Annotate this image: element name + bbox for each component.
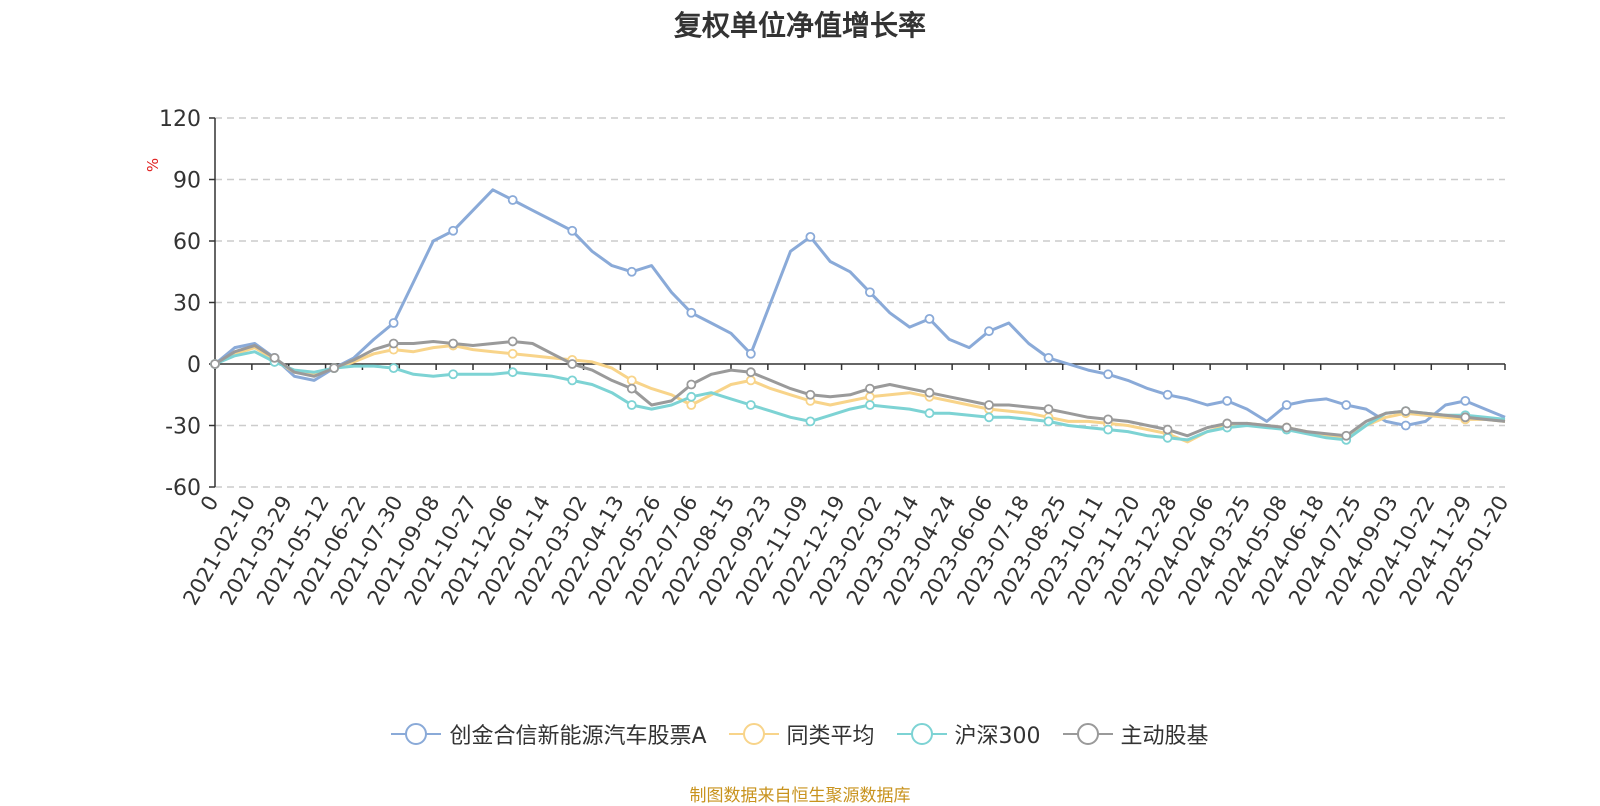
data-point bbox=[865, 400, 875, 410]
data-point bbox=[210, 359, 220, 369]
data-point bbox=[507, 348, 518, 359]
data-point bbox=[865, 383, 875, 394]
data-point bbox=[567, 225, 578, 236]
data-point bbox=[1103, 424, 1113, 435]
data-point bbox=[1162, 389, 1173, 400]
data-point bbox=[686, 307, 697, 318]
source-note: 制图数据来自恒生聚源数据库 bbox=[689, 786, 911, 806]
data-point bbox=[1281, 400, 1292, 410]
legend-marker-icon bbox=[728, 721, 779, 747]
data-point bbox=[1460, 412, 1471, 423]
data-point bbox=[805, 231, 816, 242]
data-point bbox=[448, 225, 459, 236]
data-point bbox=[1400, 420, 1411, 431]
data-point bbox=[626, 400, 637, 410]
data-point bbox=[745, 367, 756, 378]
data-point bbox=[507, 367, 518, 378]
data-point bbox=[805, 389, 816, 400]
legend-item[interactable]: 沪深300 bbox=[896, 718, 1041, 750]
data-point bbox=[745, 400, 756, 410]
data-point bbox=[626, 383, 637, 394]
y-tick-label: 30 bbox=[173, 292, 201, 317]
data-point bbox=[329, 363, 339, 374]
data-point bbox=[924, 313, 935, 324]
data-point bbox=[805, 416, 816, 427]
data-point bbox=[507, 336, 518, 347]
data-point bbox=[1460, 395, 1471, 406]
y-axis-unit-label: % bbox=[144, 158, 162, 172]
series-line bbox=[214, 350, 1506, 442]
y-tick-label: 0 bbox=[187, 353, 201, 378]
data-point bbox=[745, 375, 756, 386]
legend-label: 创金合信新能源汽车股票A bbox=[449, 724, 707, 749]
legend-marker-icon bbox=[1062, 721, 1113, 747]
data-point bbox=[388, 318, 399, 328]
data-point bbox=[1222, 395, 1233, 406]
legend-marker-icon bbox=[896, 721, 947, 747]
data-point bbox=[507, 195, 518, 205]
series-line bbox=[214, 340, 1506, 438]
y-tick-label: -30 bbox=[165, 415, 201, 440]
data-point bbox=[567, 359, 578, 369]
data-point bbox=[269, 352, 280, 363]
data-point bbox=[924, 408, 935, 419]
data-point bbox=[745, 348, 756, 359]
x-tick-label: 0 bbox=[196, 492, 223, 516]
legend-label: 主动股基 bbox=[1120, 724, 1209, 749]
data-point bbox=[1043, 416, 1054, 427]
chart-legend: 创金合信新能源汽车股票A 同类平均 沪深300 主动股基 bbox=[0, 718, 1600, 750]
series-lines bbox=[210, 188, 1506, 445]
data-point bbox=[984, 412, 994, 423]
data-point bbox=[686, 379, 697, 390]
data-point bbox=[865, 391, 875, 402]
y-tick-label: 120 bbox=[159, 107, 201, 132]
y-tick-label: 60 bbox=[173, 230, 201, 255]
data-point bbox=[1281, 422, 1292, 433]
data-point bbox=[984, 400, 994, 410]
chart-title: 复权单位净值增长率 bbox=[673, 9, 926, 42]
data-point bbox=[1341, 430, 1352, 441]
data-point bbox=[626, 375, 637, 386]
data-point bbox=[686, 400, 697, 410]
data-point bbox=[924, 387, 935, 398]
legend-label: 沪深300 bbox=[954, 724, 1041, 749]
data-point bbox=[448, 369, 459, 380]
legend-item[interactable]: 创金合信新能源汽车股票A bbox=[391, 718, 707, 750]
data-point bbox=[1162, 432, 1173, 443]
data-point bbox=[1043, 404, 1054, 415]
data-point bbox=[1162, 424, 1173, 435]
data-point bbox=[388, 363, 399, 374]
data-point bbox=[448, 338, 459, 349]
legend-marker-icon bbox=[391, 721, 442, 747]
data-point bbox=[984, 326, 994, 337]
legend-item[interactable]: 同类平均 bbox=[728, 718, 875, 750]
data-point bbox=[1103, 414, 1113, 425]
data-point bbox=[686, 391, 697, 402]
legend-label: 同类平均 bbox=[786, 724, 875, 749]
data-point bbox=[1043, 352, 1054, 363]
data-point bbox=[388, 338, 399, 349]
data-point bbox=[1222, 418, 1233, 429]
data-point bbox=[1103, 369, 1113, 380]
series-line bbox=[214, 344, 1506, 444]
data-point bbox=[626, 266, 637, 277]
legend-item[interactable]: 主动股基 bbox=[1062, 718, 1209, 750]
data-point bbox=[1341, 400, 1352, 410]
data-point bbox=[567, 375, 578, 386]
data-point bbox=[1400, 406, 1411, 417]
data-point bbox=[865, 287, 875, 298]
y-tick-label: 90 bbox=[173, 169, 201, 194]
y-tick-label: -60 bbox=[165, 476, 201, 501]
